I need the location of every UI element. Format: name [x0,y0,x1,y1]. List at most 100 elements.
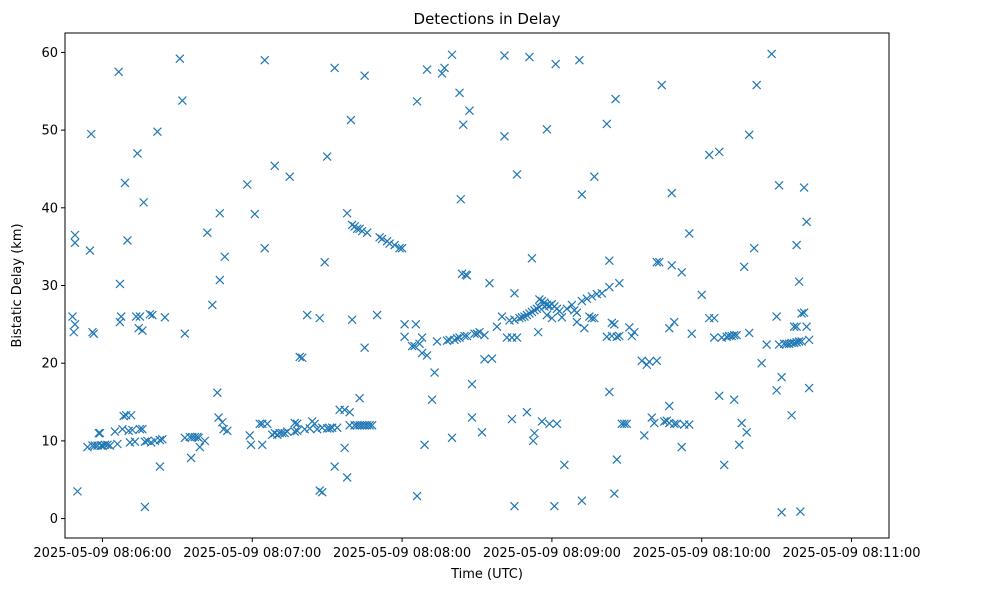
data-point-24 [115,279,125,289]
data-point-242 [551,59,561,69]
data-point-34 [126,410,136,420]
x-axis-ticks: 2025-05-09 08:06:00 2025-05-09 08:07:00 20… [33,538,921,561]
data-point-26 [116,312,126,322]
data-point-44 [139,197,149,207]
data-point-66 [194,433,204,443]
data-point-217 [522,310,532,320]
data-point-23 [114,67,124,77]
data-point-144 [362,228,372,238]
data-point-176 [447,50,457,60]
data-point-69 [202,228,212,238]
data-point-96 [282,427,292,436]
data-point-160 [411,319,421,329]
data-point-265 [597,288,607,298]
data-point-213 [515,313,524,323]
data-point-125 [342,472,352,482]
data-point-73 [215,275,225,285]
data-point-234 [542,310,552,320]
data-point-184 [458,120,468,130]
data-point-279 [614,278,624,288]
data-point-342 [777,507,787,517]
data-point-5 [73,486,82,496]
data-point-290 [647,413,657,423]
data-point-141 [360,71,370,81]
data-point-198 [485,278,494,288]
data-point-90 [270,161,280,171]
data-point-103 [297,353,307,363]
data-point-333 [749,243,759,253]
data-point-328 [737,418,747,428]
data-point-363 [804,335,814,345]
data-point-130 [347,315,357,325]
data-point-276 [612,455,622,464]
data-point-199 [487,354,497,363]
data-point-354 [794,277,804,287]
chart-title: Detections in Delay [414,10,561,28]
data-point-248 [562,304,572,314]
data-point-54 [155,435,165,445]
data-point-249 [567,300,577,310]
data-point-224 [530,305,539,315]
data-point-286 [637,356,647,366]
data-point-181 [455,88,464,98]
data-point-277 [612,332,622,342]
data-point-78 [222,426,232,436]
data-point-137 [355,393,365,403]
data-point-235 [542,124,552,134]
data-point-101 [292,426,302,436]
data-point-320 [719,460,729,470]
data-point-70 [207,300,217,310]
data-point-241 [549,501,559,511]
x-axis-label: Time (UTC) [450,567,523,582]
x-tick-label-3: 2025-05-09 08:09:00 [483,546,621,561]
data-point-193 [472,329,482,339]
data-point-272 [607,318,617,328]
data-point-81 [246,440,256,450]
data-point-252 [572,317,582,327]
data-point-22 [113,439,122,449]
data-point-58 [177,96,187,106]
data-point-257 [579,323,589,333]
y-tick-label-6: 60 [41,46,58,61]
data-point-230 [537,417,547,426]
data-point-339 [772,385,782,395]
data-point-148 [372,310,382,320]
data-point-270 [604,282,614,292]
data-point-334 [752,80,762,90]
data-point-187 [462,270,472,280]
data-point-336 [762,340,772,349]
data-point-159 [410,341,420,351]
data-point-28 [119,411,129,421]
data-point-197 [480,354,489,364]
data-point-317 [714,147,724,157]
data-point-99 [290,427,300,436]
data-point-218 [525,52,534,62]
data-point-295 [657,80,667,90]
data-point-153 [390,240,400,250]
data-point-182 [456,194,466,204]
data-point-97 [285,172,295,182]
data-point-88 [262,419,272,429]
data-point-179 [452,333,462,343]
data-point-214 [517,312,527,322]
data-point-67 [195,442,205,452]
data-point-77 [220,252,230,262]
data-point-6 [83,442,92,452]
data-point-142 [360,343,370,353]
data-point-155 [397,243,407,253]
data-point-223 [530,428,539,438]
data-point-229 [537,296,547,306]
data-point-114 [320,257,330,267]
data-point-167 [422,65,432,74]
data-point-364 [804,383,814,393]
data-point-168 [422,350,432,360]
y-tick-label-5: 50 [41,124,58,139]
data-point-220 [527,307,537,317]
data-point-84 [257,440,267,450]
data-point-7 [85,246,95,255]
data-point-259 [584,312,594,322]
data-point-192 [470,329,479,339]
data-point-110 [315,313,325,323]
data-point-177 [447,433,457,443]
data-point-178 [450,335,459,345]
